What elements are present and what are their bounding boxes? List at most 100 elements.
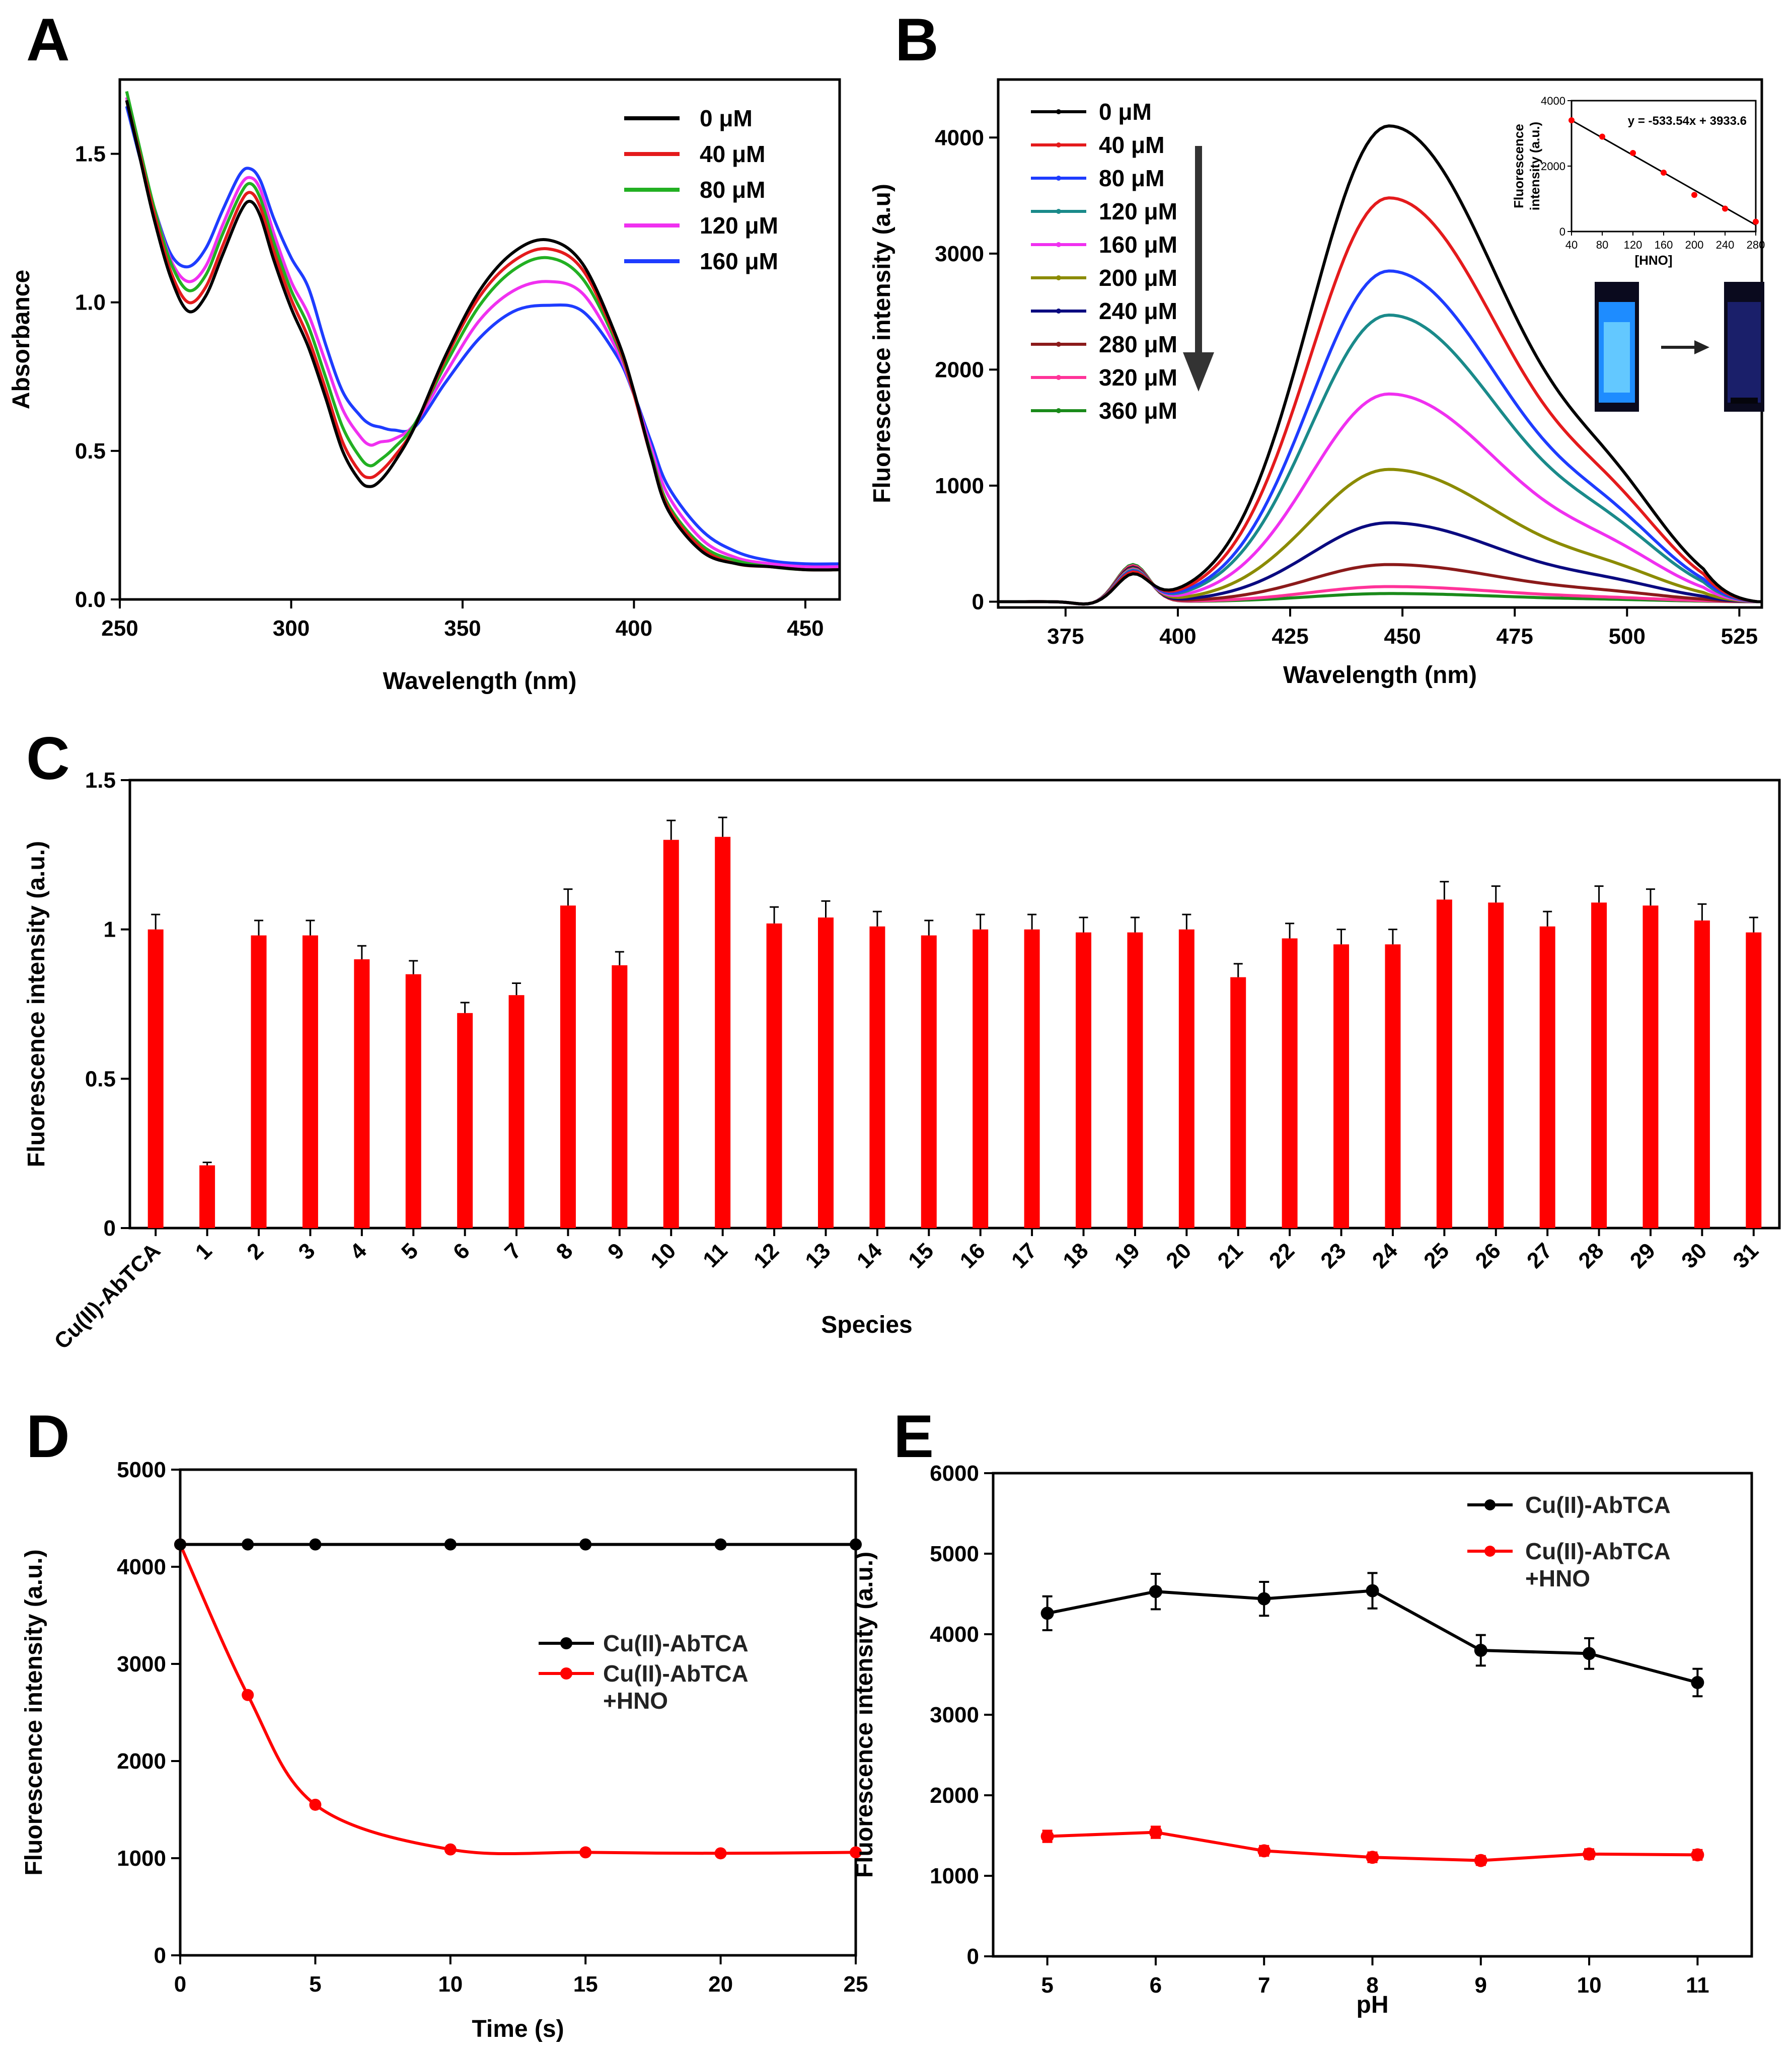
chart-c-xtick-label: 28 xyxy=(1574,1238,1608,1273)
panel-letter-b: B xyxy=(895,6,939,73)
chart-a-frame xyxy=(118,78,841,601)
series-line-0M xyxy=(998,124,1762,606)
chart-c-xtick-label: 5 xyxy=(397,1238,423,1264)
inset-equation: y = -533.54x + 3933.6 xyxy=(1628,114,1747,128)
chart-b-ytick-label: 0 xyxy=(972,589,984,614)
bar xyxy=(1539,926,1555,1228)
chart-d-ytick-label: 3000 xyxy=(117,1652,166,1676)
chart-e-ylabel: Fluorescence intensity (a.u.) xyxy=(851,1552,878,1878)
chart-d-xtick-label: 0 xyxy=(174,1972,186,1997)
cuvette-arrow-head xyxy=(1694,340,1709,354)
legend-label: 160 μM xyxy=(1099,232,1177,258)
chart-d-ytick-label: 2000 xyxy=(117,1749,166,1774)
chart-a-ytick-label: 0.0 xyxy=(75,587,106,612)
bar xyxy=(1436,899,1452,1228)
chart-d-xtick-label: 25 xyxy=(844,1972,868,1997)
chart-a-ytick-label: 0.5 xyxy=(75,439,106,464)
inset-xtick-label: 120 xyxy=(1624,239,1642,251)
series-line-120M xyxy=(998,313,1762,606)
bar xyxy=(1178,929,1194,1228)
panel-letter-c: C xyxy=(26,725,70,792)
chart-c-xtick-label: 26 xyxy=(1471,1238,1506,1273)
bar xyxy=(1385,944,1401,1228)
chart-d-ylabel: Fluorescence intensity (a.u.) xyxy=(21,1549,47,1875)
chart-e-xtick-label: 9 xyxy=(1475,1973,1487,1998)
legend-marker xyxy=(1484,1546,1496,1557)
inset-data-point xyxy=(1722,205,1728,212)
bar xyxy=(147,929,164,1228)
chart-a-ylabel: Absorbance xyxy=(8,270,35,409)
data-point xyxy=(309,1798,322,1811)
bar xyxy=(766,923,782,1228)
legend-label: 320 μM xyxy=(1099,364,1177,391)
chart-c-xtick-label: 13 xyxy=(800,1238,835,1273)
bar xyxy=(1076,932,1092,1228)
legend-label: +HNO xyxy=(1525,1565,1590,1591)
chart-a-ytick-label: 1.0 xyxy=(75,290,106,315)
legend-label: 360 μM xyxy=(1099,398,1177,424)
inset-ytick-label: 0 xyxy=(1559,225,1565,238)
data-point xyxy=(1366,1851,1379,1864)
chart-c-xtick-label: 22 xyxy=(1264,1238,1299,1273)
chart-b-xtick-label: 425 xyxy=(1272,624,1308,649)
bar xyxy=(1230,977,1246,1228)
data-point xyxy=(1040,1607,1054,1620)
data-point xyxy=(1040,1830,1054,1843)
data-point xyxy=(1474,1644,1487,1657)
data-point xyxy=(444,1538,457,1551)
legend-label: 0 μM xyxy=(1099,99,1152,125)
bar xyxy=(1024,929,1040,1228)
bar xyxy=(1127,932,1143,1228)
series-line-0M xyxy=(125,100,840,572)
chart-b-ytick-label: 4000 xyxy=(935,125,984,150)
chart-c-xtick-label: 1 xyxy=(191,1238,217,1264)
legend-label: 160 μM xyxy=(700,248,778,274)
chart-c-xtick-label: 4 xyxy=(345,1238,371,1264)
legend-marker xyxy=(1056,342,1061,347)
chart-c-selectivity: 00.511.5Cu(II)-AbTCA 1 2 3 4 5 6 7 8 9 10 11 12 13 14 1… xyxy=(23,768,1781,1354)
data-point xyxy=(1257,1844,1271,1858)
legend-label: Cu(II)-AbTCA xyxy=(603,1660,749,1687)
data-point xyxy=(242,1689,254,1701)
data-point xyxy=(242,1538,254,1551)
data-point xyxy=(1474,1854,1487,1867)
chart-e-xlabel: pH xyxy=(1357,1992,1389,2018)
inset-ytick-label: 4000 xyxy=(1541,95,1565,107)
data-point xyxy=(174,1538,186,1551)
legend-label: 120 μM xyxy=(1099,198,1177,224)
chart-c-xtick-label: 16 xyxy=(955,1238,990,1273)
legend-label: 80 μM xyxy=(1099,165,1164,191)
panel-letter-a: A xyxy=(26,6,70,73)
inset-data-point xyxy=(1569,117,1575,123)
chart-e-xtick-label: 11 xyxy=(1686,1973,1709,1998)
legend-label: 80 μM xyxy=(700,177,765,203)
bar xyxy=(973,929,989,1228)
chart-e-ytick-label: 1000 xyxy=(930,1864,979,1888)
chart-c-ytick-label: 0.5 xyxy=(85,1066,116,1091)
chart-c-xtick-label: 15 xyxy=(904,1238,938,1273)
series-line-160M xyxy=(998,392,1762,606)
chart-d-ytick-label: 1000 xyxy=(117,1846,166,1871)
chart-e-xtick-label: 6 xyxy=(1150,1973,1162,1998)
chart-d-ytick-label: 0 xyxy=(154,1943,166,1968)
data-point xyxy=(850,1538,862,1551)
legend-marker xyxy=(1056,309,1061,314)
chart-a-xtick-label: 400 xyxy=(616,616,652,641)
inset-data-point xyxy=(1753,218,1759,225)
bar xyxy=(715,836,731,1228)
series-line-120M xyxy=(125,97,840,569)
chart-a-absorbance: 0.0 0.5 1.0 1.5 250 300 350 400 450 Wavelength (n… xyxy=(8,78,841,695)
bar xyxy=(1642,905,1659,1228)
chart-c-ytick-label: 0 xyxy=(104,1216,116,1241)
bar xyxy=(457,1013,473,1228)
chart-c-xtick-label: 8 xyxy=(552,1238,578,1264)
chart-a-xlabel: Wavelength (nm) xyxy=(383,668,577,695)
chart-e-ytick-label: 5000 xyxy=(930,1542,979,1566)
legend-label: +HNO xyxy=(603,1688,668,1714)
cuvette-base xyxy=(1731,398,1758,404)
chart-c-xtick-label: 7 xyxy=(500,1238,526,1264)
data-point xyxy=(1149,1825,1162,1839)
data-point xyxy=(850,1846,862,1859)
chart-c-xtick-label: 29 xyxy=(1625,1238,1660,1273)
